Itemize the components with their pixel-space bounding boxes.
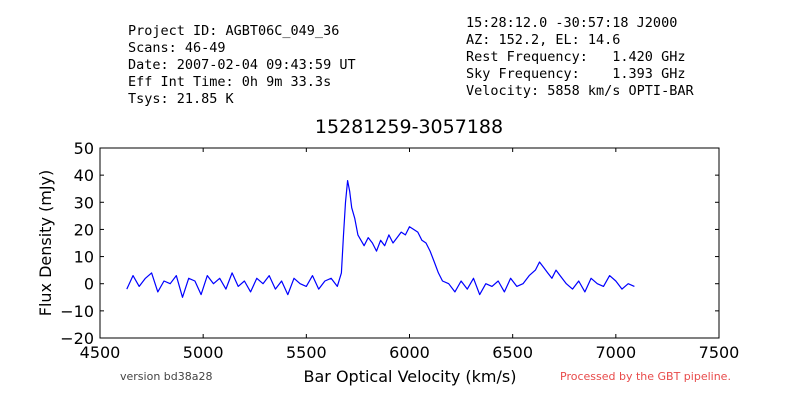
y-tick-label: −20 — [60, 329, 94, 348]
y-tick-label: 20 — [74, 220, 94, 239]
sky-frequency-text: Sky Frequency: 1.393 GHz — [466, 66, 685, 82]
x-tick-label: 7000 — [595, 343, 636, 362]
velocity-text: Velocity: 5858 km/s OPTI-BAR — [466, 83, 694, 99]
y-axis-label: Flux Density (mJy) — [36, 170, 55, 317]
int-time-text: Eff Int Time: 0h 9m 33.3s — [128, 74, 331, 90]
x-tick-label: 7500 — [699, 343, 740, 362]
y-tick-label: −10 — [60, 302, 94, 321]
x-tick-label: 6000 — [389, 343, 430, 362]
y-tick-label: 10 — [74, 248, 94, 267]
y-tick-label: 0 — [84, 275, 94, 294]
x-tick-label: 6500 — [492, 343, 533, 362]
x-tick-label: 5500 — [286, 343, 327, 362]
header-left: Project ID: AGBT06C_049_36 Scans: 46-49 … — [128, 23, 356, 107]
azel-text: AZ: 152.2, EL: 14.6 — [466, 32, 620, 48]
x-axis-label: Bar Optical Velocity (km/s) — [304, 367, 517, 386]
header-right: 15:28:12.0 -30:57:18 J2000 AZ: 152.2, EL… — [466, 15, 694, 99]
x-tick-label: 4500 — [80, 343, 121, 362]
processed-by-text: Processed by the GBT pipeline. — [560, 370, 731, 383]
project-id-text: Project ID: AGBT06C_049_36 — [128, 23, 339, 39]
plot-frame — [99, 147, 720, 339]
scans-text: Scans: 46-49 — [128, 40, 226, 56]
series-layer — [126, 180, 635, 298]
version-text: version bd38a28 — [120, 370, 213, 383]
coords-text: 15:28:12.0 -30:57:18 J2000 — [466, 15, 677, 31]
date-text: Date: 2007-02-04 09:43:59 UT — [128, 57, 356, 73]
rest-frequency-text: Rest Frequency: 1.420 GHz — [466, 49, 685, 65]
spectrum-line — [126, 180, 635, 298]
x-axis-ticks: 4500 5000 5500 6000 6500 7000 7500 — [80, 148, 740, 362]
y-tick-label: 50 — [74, 139, 94, 158]
tsys-text: Tsys: 21.85 K — [128, 91, 235, 107]
y-tick-label: 30 — [74, 193, 94, 212]
x-tick-label: 5000 — [183, 343, 224, 362]
y-tick-label: 40 — [74, 166, 94, 185]
chart-title: 15281259-3057188 — [315, 116, 503, 138]
y-axis-ticks: −20 −10 0 10 20 30 40 50 — [60, 139, 719, 348]
